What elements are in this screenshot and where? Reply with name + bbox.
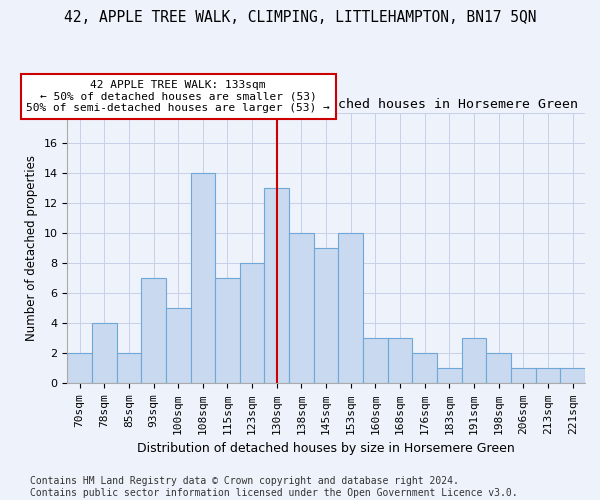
Y-axis label: Number of detached properties: Number of detached properties — [25, 156, 38, 342]
Bar — [511, 368, 536, 384]
Bar — [314, 248, 338, 384]
Bar — [437, 368, 462, 384]
Bar — [166, 308, 191, 384]
Bar — [462, 338, 487, 384]
Bar — [338, 234, 363, 384]
Text: 42 APPLE TREE WALK: 133sqm
← 50% of detached houses are smaller (53)
50% of semi: 42 APPLE TREE WALK: 133sqm ← 50% of deta… — [26, 80, 330, 113]
Text: 42, APPLE TREE WALK, CLIMPING, LITTLEHAMPTON, BN17 5QN: 42, APPLE TREE WALK, CLIMPING, LITTLEHAM… — [64, 10, 536, 25]
Bar — [240, 264, 265, 384]
Bar — [265, 188, 289, 384]
Bar — [412, 354, 437, 384]
Bar — [67, 354, 92, 384]
Bar — [536, 368, 560, 384]
Bar — [141, 278, 166, 384]
Title: Size of property relative to detached houses in Horsemere Green: Size of property relative to detached ho… — [74, 98, 578, 110]
Bar — [388, 338, 412, 384]
Bar — [560, 368, 585, 384]
Text: Contains HM Land Registry data © Crown copyright and database right 2024.
Contai: Contains HM Land Registry data © Crown c… — [30, 476, 518, 498]
Bar — [289, 234, 314, 384]
Bar — [116, 354, 141, 384]
Bar — [92, 324, 116, 384]
Bar — [215, 278, 240, 384]
Bar — [191, 174, 215, 384]
Bar — [487, 354, 511, 384]
Bar — [363, 338, 388, 384]
X-axis label: Distribution of detached houses by size in Horsemere Green: Distribution of detached houses by size … — [137, 442, 515, 455]
